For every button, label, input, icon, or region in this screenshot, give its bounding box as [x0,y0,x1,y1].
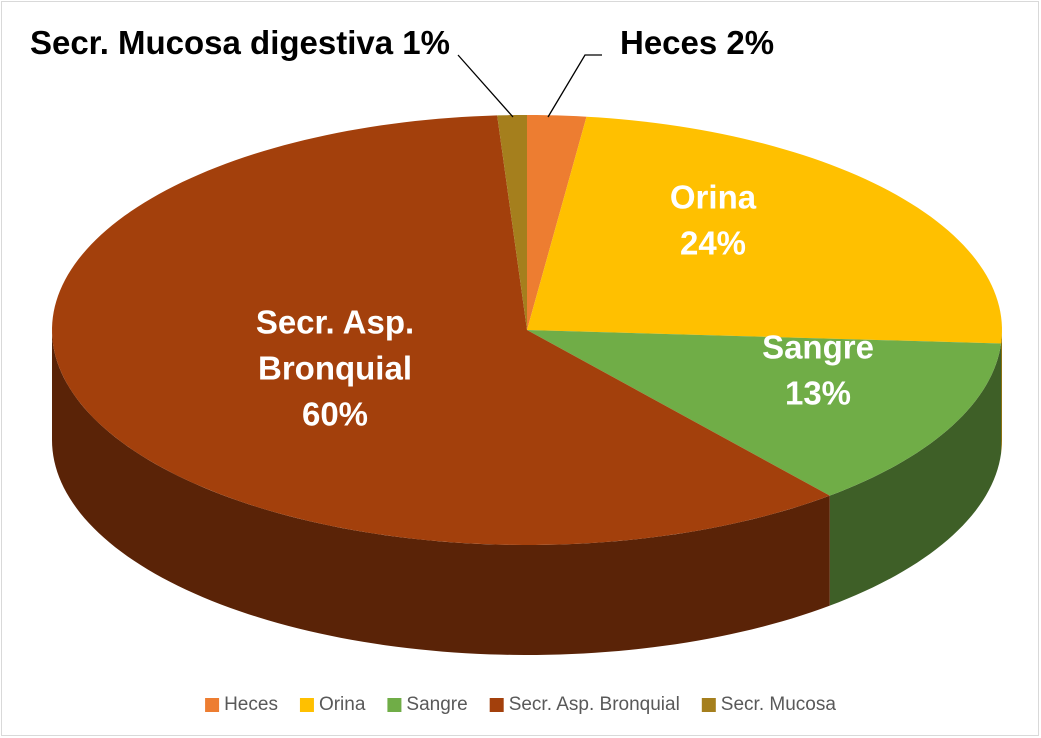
slice-side [52,330,830,655]
leader-line [457,54,514,118]
slice [527,116,1002,344]
data-label-name: Secr. Mucosa digestiva [30,24,394,61]
slice [52,115,830,545]
legend-swatch [299,698,314,712]
data-label-name: Sangre [762,329,874,366]
legend: Heces Orina Sangre Secr. Asp. Bronquial Secr… [205,694,836,715]
legend-swatch [489,698,504,712]
data-label-value: 24% [680,225,746,262]
data-label-value: 60% [302,396,368,433]
slice [497,115,527,330]
data-label-name: Heces [620,24,717,61]
data-label: Heces 2% [620,24,774,61]
legend-label: Heces [224,694,278,715]
legend-label: Secr. Mucosa [721,694,837,715]
data-label-value: 1% [402,24,450,61]
legend-label: Secr. Asp. Bronquial [509,694,680,715]
leader-line [547,54,602,118]
data-label-value: 13% [785,375,851,412]
slice [527,330,1002,496]
legend-label: Sangre [406,694,467,715]
data-label-value: 2% [726,24,774,61]
legend-swatch [387,698,402,712]
slice-side [829,343,1002,606]
data-label-name: Bronquial [258,350,412,387]
slice-side [1001,330,1002,454]
legend-label: Orina [319,694,366,715]
legend-swatch [701,698,716,712]
slice [527,115,587,330]
legend-swatch [205,698,220,712]
data-label: Secr. Mucosa digestiva 1% [30,24,450,61]
data-label-name: Secr. Asp. [256,304,414,341]
data-label-name: Orina [670,179,757,216]
